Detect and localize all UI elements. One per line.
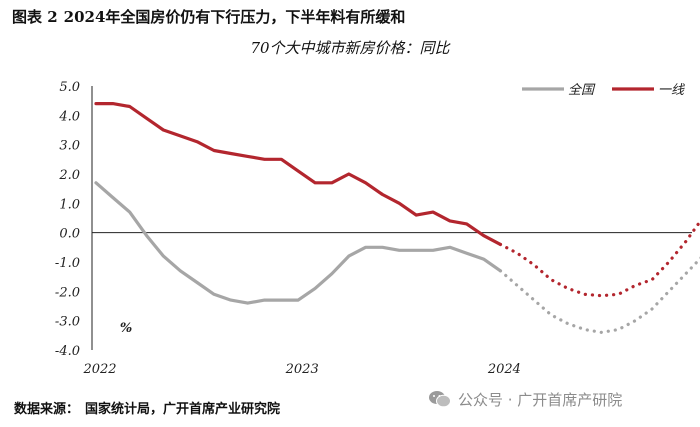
- figure-caption: 图表 2 2024年全国房价仍有下行压力，下半年料有所缓和: [12, 6, 411, 27]
- series-forecast-2: [498, 218, 700, 298]
- legend-label-2: 一线: [658, 83, 685, 98]
- y-tick-label: -2.0: [55, 285, 80, 300]
- figure-label: 图表 2: [12, 8, 58, 26]
- y-tick-label: -4.0: [55, 344, 80, 359]
- x-tick-label: 2024: [487, 362, 521, 377]
- source-text: 国家统计局，广开首席产业研究院: [85, 402, 281, 417]
- source-label: 数据来源：: [14, 402, 80, 417]
- plot-area: 5.0 4.0 3.0 2.0 1.0 0.0 -1.0 -2.0 -3.0 -4.0% 2022 2…: [55, 80, 700, 377]
- y-tick-label: 0.0: [59, 227, 80, 242]
- y-tick-label: 1.0: [59, 197, 80, 212]
- figure-caption-text: 2024年全国房价仍有下行压力，下半年料有所缓和: [63, 8, 406, 26]
- y-tick-label: 2.0: [58, 168, 80, 183]
- series-forecast-1: [498, 256, 700, 335]
- wechat-icon: [429, 391, 451, 408]
- chart-title: 70个大中城市新房价格：同比: [250, 39, 451, 57]
- legend-label-1: 全国: [568, 82, 596, 98]
- watermark: 公众号 · 广开首席产研院: [428, 388, 622, 410]
- y-tick-label: -1.0: [55, 256, 80, 271]
- legend: 全国 一线: [522, 82, 685, 98]
- x-tick-label: 2023: [285, 362, 319, 377]
- y-tick-label: 4.0: [58, 109, 80, 124]
- series-line-1: [94, 181, 502, 305]
- y-tick-label: -3.0: [55, 315, 80, 330]
- watermark-text: 公众号 · 广开首席产研院: [458, 390, 623, 409]
- unit-label: %: [120, 321, 132, 336]
- x-tick-label: 2022: [82, 362, 116, 377]
- data-source: 数据来源： 国家统计局，广开首席产业研究院: [14, 398, 286, 417]
- y-tick-label: 5.0: [59, 80, 80, 95]
- series-line-2: [94, 101, 502, 246]
- y-tick-label: 3.0: [59, 139, 80, 154]
